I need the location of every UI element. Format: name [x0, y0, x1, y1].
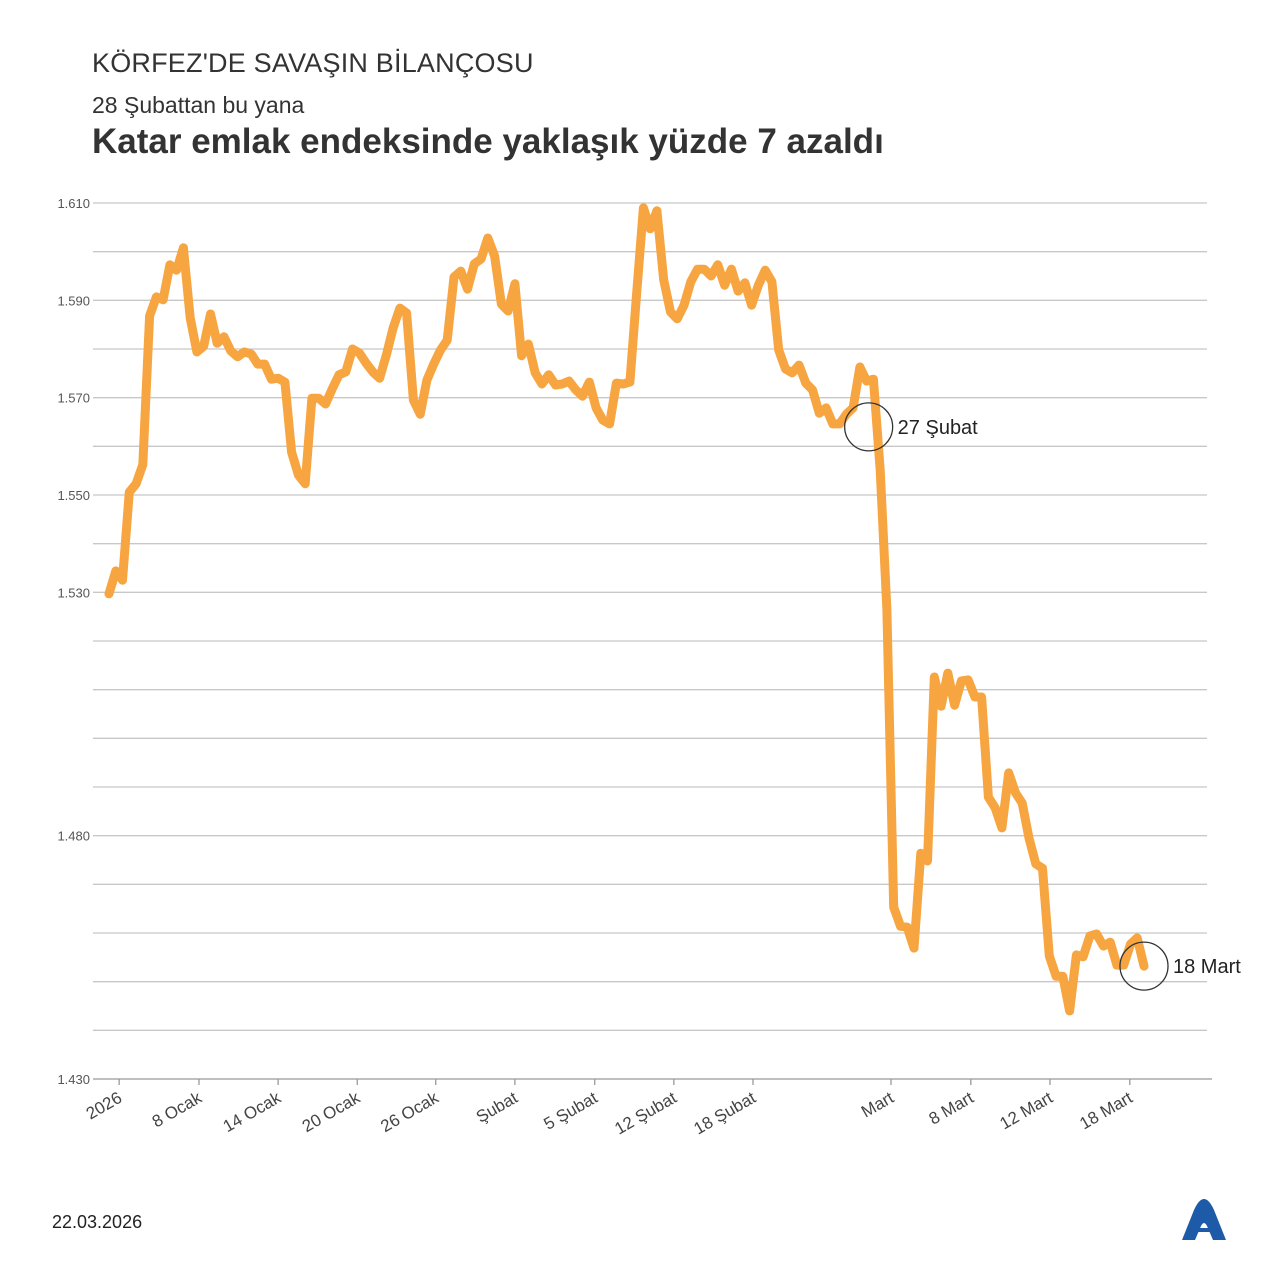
x-tick-label: 26 Ocak	[377, 1088, 442, 1136]
y-tick-label: 1.530	[57, 585, 90, 600]
data-series-line	[104, 203, 1149, 1016]
x-tick-label: 5 Şubat	[540, 1088, 600, 1134]
x-tick-label: Mart	[858, 1088, 897, 1122]
aa-logo-icon	[1182, 1199, 1226, 1240]
y-tick-label: 1.570	[57, 391, 90, 406]
x-tick-label: 12 Şubat	[611, 1088, 680, 1139]
chart-subtitle: 28 Şubattan bu yana	[92, 92, 305, 118]
annotation-circle	[844, 402, 894, 452]
chart-title: Katar emlak endeksinde yaklaşık yüzde 7 …	[92, 122, 884, 161]
annotation-circle	[1119, 941, 1169, 991]
x-tick-label: 14 Ocak	[220, 1088, 285, 1136]
x-tick-label: 8 Ocak	[149, 1088, 206, 1132]
x-tick-label: 18 Mart	[1076, 1088, 1136, 1133]
publish-date: 22.03.2026	[52, 1212, 143, 1232]
annotation-label: 18 Mart	[1173, 956, 1241, 978]
chart-kicker: KÖRFEZ'DE SAVAŞIN BİLANÇOSU	[92, 48, 534, 78]
x-tick-label: 20 Ocak	[299, 1088, 364, 1136]
x-tick-label: 2026	[83, 1088, 125, 1123]
annotation-label: 27 Şubat	[898, 417, 979, 439]
x-tick-label: 8 Mart	[926, 1088, 977, 1129]
y-tick-label: 1.590	[57, 293, 90, 308]
x-tick-label: 12 Mart	[997, 1088, 1057, 1133]
y-tick-label: 1.480	[57, 829, 90, 844]
y-tick-label: 1.550	[57, 488, 90, 503]
x-tick-label: Şubat	[473, 1088, 521, 1127]
y-tick-label: 1.430	[57, 1072, 90, 1087]
y-tick-label: 1.610	[57, 196, 90, 211]
x-tick-label: 18 Şubat	[691, 1088, 760, 1139]
